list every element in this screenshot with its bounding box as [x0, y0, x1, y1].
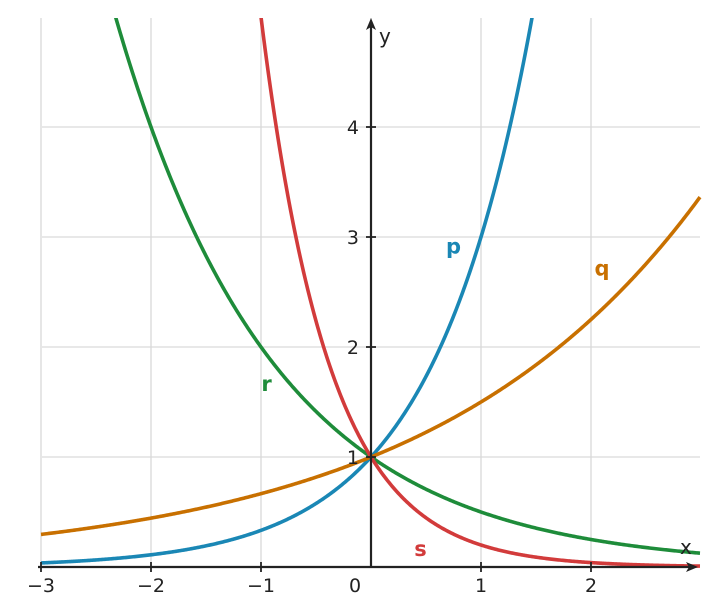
curve-labels: p q r s [261, 235, 609, 562]
y-tick-label: 4 [347, 117, 359, 139]
x-tick-label: 2 [585, 575, 597, 597]
y-axis-arrow [366, 18, 376, 30]
series-label-s: s [414, 537, 427, 561]
x-tick-label: −1 [247, 575, 275, 597]
y-tick-label: 1 [347, 447, 359, 469]
series-line-r [114, 18, 701, 555]
x-tick-label: 1 [475, 575, 487, 597]
series-label-p: p [446, 235, 461, 259]
series-label-q: q [594, 257, 609, 281]
series-line-p [40, 18, 534, 565]
y-axis-title: y [379, 24, 391, 48]
curves [40, 18, 702, 568]
x-tick-label: −2 [137, 575, 165, 597]
ticks: −3 −2 −1 0 1 2 1 2 3 4 [27, 117, 597, 597]
x-tick-label: 0 [349, 575, 361, 597]
x-axis-title: x [680, 535, 692, 559]
y-tick-label: 3 [347, 227, 359, 249]
series-line-s [259, 18, 701, 568]
series-label-r: r [261, 372, 272, 396]
x-tick-label: −3 [27, 575, 55, 597]
y-tick-label: 2 [347, 337, 359, 359]
axes [38, 18, 698, 572]
x-axis-arrow [686, 562, 698, 572]
